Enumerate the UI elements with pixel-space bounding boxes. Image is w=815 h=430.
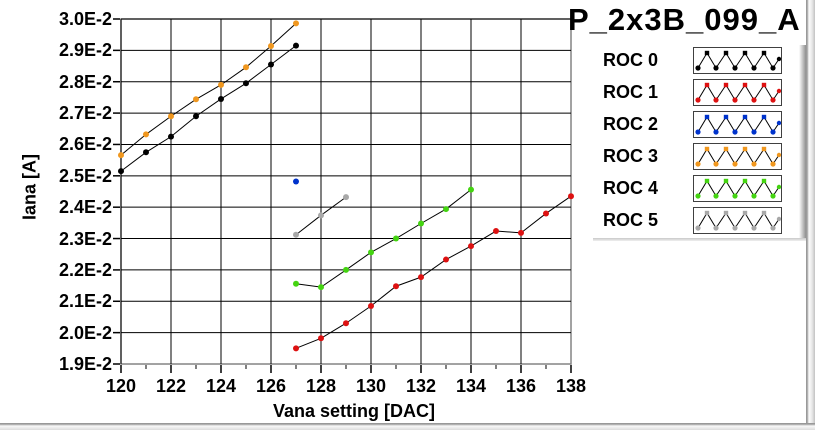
legend-item-label: ROC 1 <box>603 82 659 102</box>
legend-panel-shadow <box>799 45 806 241</box>
series-point-roc-1 <box>393 283 399 290</box>
legend-plot-style-icon[interactable] <box>693 111 782 138</box>
series-point-roc-1 <box>318 335 324 342</box>
series-point-roc-1 <box>468 243 474 250</box>
legend-item-label: ROC 2 <box>603 114 659 134</box>
series-point-roc-4 <box>368 249 374 256</box>
series-point-roc-1 <box>518 229 524 236</box>
series-point-roc-1 <box>493 228 499 235</box>
series-point-roc-0 <box>168 133 174 140</box>
legend-plot-style-icon[interactable] <box>693 47 782 74</box>
series-line-roc-1 <box>295 195 572 349</box>
series-point-roc-4 <box>418 220 424 227</box>
series-point-roc-5 <box>293 231 299 238</box>
y-tick-label: 2.8E-2 <box>58 71 112 92</box>
x-tick-label: 136 <box>505 376 537 396</box>
window-border <box>0 423 815 430</box>
series-point-roc-1 <box>293 345 299 352</box>
series-point-roc-3 <box>143 131 149 138</box>
y-tick-label: 2.4E-2 <box>58 197 112 218</box>
y-tick-label: 2.1E-2 <box>58 291 112 312</box>
series-point-roc-0 <box>268 61 274 68</box>
legend-item-label: ROC 3 <box>603 146 659 166</box>
series-point-roc-3 <box>118 152 124 159</box>
legend-panel-shadow <box>593 238 806 241</box>
legend-plot-style-icon[interactable] <box>693 143 782 170</box>
series-point-roc-3 <box>243 64 249 71</box>
series-point-roc-5 <box>318 212 324 219</box>
series-point-roc-1 <box>568 193 574 200</box>
series-point-roc-4 <box>443 206 449 213</box>
x-tick-label: 126 <box>255 376 287 396</box>
x-tick-label: 130 <box>355 376 387 396</box>
series-point-roc-0 <box>293 42 299 49</box>
series-point-roc-4 <box>393 235 399 242</box>
plot-legend: ROC 0 ROC 1 ROC 2 ROC 3 ROC 4 ROC 5 <box>603 47 782 239</box>
legend-item[interactable]: ROC 2 <box>603 111 782 138</box>
series-point-roc-1 <box>418 274 424 281</box>
graph-title: P_2x3B_099_A <box>568 2 801 37</box>
legend-item[interactable]: ROC 1 <box>603 79 782 106</box>
series-point-roc-4 <box>318 284 324 291</box>
series-point-roc-1 <box>543 210 549 217</box>
x-tick-label: 132 <box>405 376 437 396</box>
series-point-roc-3 <box>218 81 224 88</box>
y-tick-label: 2.3E-2 <box>58 228 112 249</box>
series-point-roc-5 <box>343 194 349 201</box>
legend-item[interactable]: ROC 5 <box>603 207 782 234</box>
x-tick-label: 134 <box>455 376 487 396</box>
legend-item[interactable]: ROC 3 <box>603 143 782 170</box>
x-tick-label: 122 <box>155 376 187 396</box>
legend-item[interactable]: ROC 4 <box>603 175 782 202</box>
y-tick-label: 2.5E-2 <box>58 165 112 186</box>
legend-plot-style-icon[interactable] <box>693 79 782 106</box>
series-point-roc-1 <box>343 320 349 327</box>
series-point-roc-1 <box>368 302 374 309</box>
series-point-roc-0 <box>243 80 249 87</box>
legend-plot-style-icon[interactable] <box>693 207 782 234</box>
x-axis-title: Vana setting [DAC] <box>272 401 436 421</box>
series-point-roc-0 <box>218 95 224 102</box>
legend-item-label: ROC 4 <box>603 178 659 198</box>
series-point-roc-3 <box>168 113 174 120</box>
plot-frame <box>120 18 572 365</box>
y-tick-label: 2.9E-2 <box>58 40 112 61</box>
series-point-roc-2 <box>293 178 299 185</box>
legend-item-label: ROC 5 <box>603 210 659 230</box>
series-point-roc-3 <box>268 42 274 49</box>
x-tick-label: 128 <box>305 376 337 396</box>
series-point-roc-0 <box>193 113 199 120</box>
series-point-roc-4 <box>468 186 474 193</box>
series-point-roc-4 <box>343 266 349 273</box>
y-tick-label: 2.7E-2 <box>58 103 112 124</box>
y-axis-title: Iana [A] <box>19 153 40 221</box>
series-line-roc-0 <box>120 45 297 172</box>
y-tick-label: 1.9E-2 <box>58 354 112 374</box>
window-border <box>806 0 815 430</box>
series-point-roc-0 <box>118 168 124 175</box>
series-line-roc-4 <box>295 189 472 288</box>
x-tick-label: 120 <box>105 376 137 396</box>
y-tick-label: 2.2E-2 <box>58 259 112 280</box>
legend-item-label: ROC 0 <box>603 50 659 70</box>
x-tick-label: 138 <box>555 376 587 396</box>
legend-item[interactable]: ROC 0 <box>603 47 782 74</box>
series-point-roc-0 <box>143 149 149 156</box>
series-point-roc-1 <box>443 256 449 263</box>
series-point-roc-3 <box>193 96 199 103</box>
y-tick-label: 2.0E-2 <box>58 322 112 343</box>
series-point-roc-3 <box>293 20 299 27</box>
y-tick-label: 3.0E-2 <box>58 9 112 29</box>
x-tick-label: 124 <box>205 376 237 396</box>
legend-plot-style-icon[interactable] <box>693 175 782 202</box>
y-tick-label: 2.6E-2 <box>58 134 112 155</box>
series-line-roc-3 <box>120 23 297 156</box>
series-point-roc-4 <box>293 280 299 287</box>
